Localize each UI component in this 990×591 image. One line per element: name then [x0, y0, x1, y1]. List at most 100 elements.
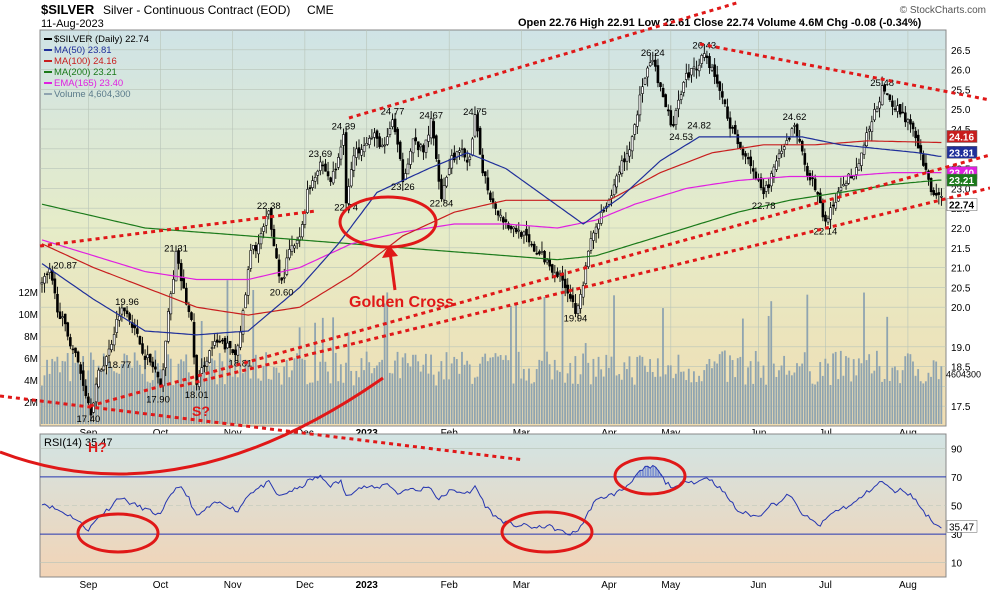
price-candle	[826, 218, 830, 223]
volume-bar	[69, 381, 72, 424]
volume-bar	[610, 356, 613, 424]
volume-bar	[646, 371, 649, 424]
rsi-circle-sep	[76, 512, 160, 554]
price-candle	[143, 355, 147, 360]
head-arc	[0, 376, 384, 476]
legend-entry: Volume 4,604,300	[54, 89, 131, 100]
volume-bar	[891, 367, 894, 424]
volume-bar	[167, 354, 170, 424]
volume-bar	[376, 365, 378, 424]
volume-bar	[685, 380, 688, 424]
volume-bar	[102, 353, 105, 424]
price-candle	[115, 318, 119, 333]
volume-bar	[847, 357, 850, 424]
volume-bar	[808, 371, 811, 424]
volume-bar	[548, 364, 551, 424]
chart-name: Silver - Continuous Contract (EOD)	[103, 3, 290, 17]
price-candle	[880, 85, 884, 106]
volume-bar	[528, 368, 530, 424]
price-candle	[597, 223, 600, 230]
volume-bar	[757, 361, 760, 424]
price-candle	[118, 315, 121, 321]
rsi-month-label: Apr	[601, 580, 617, 591]
price-candle	[772, 166, 776, 177]
volume-bar	[151, 380, 154, 424]
price-candle	[736, 134, 740, 145]
price-label: 26.24	[641, 48, 665, 59]
volume-bar	[275, 367, 278, 424]
price-candle	[855, 167, 858, 175]
price-candle	[527, 234, 531, 243]
volume-bar	[164, 354, 167, 424]
price-candle	[754, 171, 758, 179]
price-candle	[355, 148, 358, 158]
volume-bar	[205, 377, 208, 424]
price-candle	[824, 214, 827, 222]
price-candle	[623, 158, 626, 163]
volume-bar	[321, 317, 324, 424]
volume-bar	[471, 383, 474, 424]
volume-bar	[577, 383, 579, 424]
price-candle	[105, 356, 108, 366]
price-candle	[934, 192, 938, 196]
volume-bar	[290, 370, 293, 424]
price-label: 17.40	[76, 414, 100, 425]
price-candle	[646, 67, 649, 78]
volume-bar	[924, 381, 927, 424]
chart-symbol: $SILVER	[41, 2, 95, 17]
volume-bar	[345, 362, 347, 424]
price-candle	[445, 176, 448, 187]
price-candle	[303, 212, 307, 225]
price-candle	[780, 150, 783, 154]
volume-bar	[708, 358, 711, 424]
price-candle	[223, 337, 227, 350]
price-tick-label: 26.0	[951, 66, 971, 77]
price-candle	[43, 276, 46, 284]
volume-bar	[765, 384, 767, 424]
price-candle	[378, 136, 381, 148]
price-label: 24.75	[463, 107, 487, 118]
volume-bar	[481, 356, 484, 424]
price-candle	[891, 100, 894, 107]
volume-bar	[216, 384, 219, 424]
volume-bar	[422, 364, 425, 424]
price-candle	[58, 311, 62, 320]
price-candle	[862, 144, 866, 155]
price-candle	[386, 136, 389, 145]
volume-bar	[265, 352, 268, 424]
last-value-box	[946, 146, 978, 159]
volume-bar	[337, 381, 340, 424]
price-candle	[842, 184, 845, 187]
volume-bar	[553, 359, 556, 424]
volume-bar	[674, 373, 677, 424]
volume-bar	[373, 368, 376, 424]
price-candle	[161, 369, 165, 387]
price-candle	[587, 250, 590, 268]
volume-bar	[602, 376, 605, 424]
price-candle	[762, 187, 765, 195]
volume-bar	[507, 360, 510, 424]
volume-bar	[309, 382, 311, 424]
legend-entry: $SILVER (Daily) 22.74	[54, 34, 149, 45]
volume-bar	[71, 353, 74, 424]
volume-bar	[499, 355, 502, 424]
price-label: 22.38	[257, 201, 281, 212]
price-candle	[252, 244, 255, 250]
golden-cross-arrowhead	[382, 245, 398, 258]
volume-bar	[430, 354, 432, 424]
price-tick-label: 20.5	[951, 283, 971, 294]
volume-bar	[801, 363, 804, 424]
ma200-line	[41, 179, 942, 261]
price-candle	[764, 184, 768, 192]
price-candle	[924, 162, 928, 170]
price-label: 24.67	[419, 110, 443, 121]
volume-bar	[664, 374, 667, 424]
volume-bar	[592, 358, 595, 424]
price-candle	[329, 177, 332, 182]
volume-bar	[414, 354, 417, 424]
price-candle	[940, 196, 943, 198]
price-candle	[914, 130, 917, 139]
price-candle	[324, 163, 327, 172]
volume-bar	[788, 370, 791, 424]
